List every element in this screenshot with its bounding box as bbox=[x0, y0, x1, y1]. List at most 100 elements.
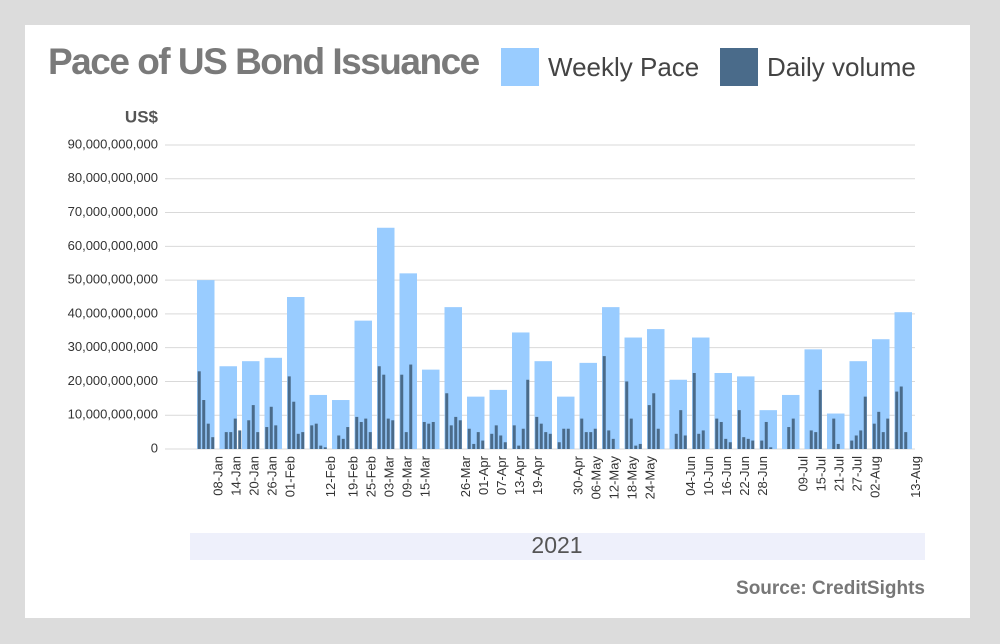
daily-bar bbox=[850, 440, 854, 449]
x-tick-label: 20-Jan bbox=[247, 456, 262, 496]
y-tick-label: 70,000,000,000 bbox=[68, 204, 158, 219]
weekly-bar bbox=[489, 389, 507, 449]
weekly-bar bbox=[264, 357, 282, 449]
daily-bar bbox=[341, 438, 345, 449]
daily-bar bbox=[368, 432, 372, 449]
x-tick-label: 21-Jul bbox=[832, 456, 847, 492]
daily-bar bbox=[521, 428, 525, 449]
daily-bar bbox=[224, 432, 228, 449]
daily-bar bbox=[382, 374, 386, 449]
daily-bar bbox=[647, 405, 651, 449]
daily-bar bbox=[314, 423, 318, 449]
chart-title: Pace of US Bond Issuance bbox=[48, 41, 480, 82]
daily-bar bbox=[611, 438, 615, 449]
daily-bar bbox=[895, 391, 899, 449]
x-tick-label: 19-Feb bbox=[346, 456, 361, 497]
daily-bar bbox=[292, 401, 296, 449]
weekly-bar bbox=[309, 394, 327, 449]
daily-bar bbox=[409, 364, 413, 449]
weekly-bar bbox=[827, 413, 845, 449]
daily-bar bbox=[787, 427, 791, 449]
daily-bar bbox=[310, 425, 314, 449]
daily-bar bbox=[877, 411, 881, 449]
weekly-bar bbox=[399, 273, 417, 449]
y-tick-label: 60,000,000,000 bbox=[68, 238, 158, 253]
daily-bar bbox=[742, 437, 746, 449]
daily-bar bbox=[490, 433, 494, 449]
x-tick-label: 26-Mar bbox=[458, 455, 473, 497]
x-tick-label: 28-Jun bbox=[755, 456, 770, 496]
daily-bar bbox=[499, 435, 503, 449]
weekly-bar bbox=[647, 329, 665, 449]
daily-bar bbox=[584, 432, 588, 449]
daily-bar bbox=[377, 366, 381, 449]
weekly-bar bbox=[467, 396, 485, 449]
daily-bar bbox=[364, 418, 368, 449]
daily-bar bbox=[760, 440, 764, 449]
daily-bar bbox=[256, 432, 260, 449]
daily-bar bbox=[715, 418, 719, 449]
x-tick-label: 16-Jun bbox=[719, 456, 734, 496]
daily-bar bbox=[881, 432, 885, 449]
weekly-bar bbox=[624, 337, 642, 449]
daily-bar bbox=[386, 418, 390, 449]
y-tick-label: 90,000,000,000 bbox=[68, 136, 158, 151]
x-tick-label: 09-Mar bbox=[400, 455, 415, 497]
daily-bar bbox=[607, 430, 611, 449]
x-tick-label: 15-Mar bbox=[418, 455, 433, 497]
weekly-bar bbox=[332, 400, 350, 449]
daily-bar bbox=[602, 356, 606, 449]
daily-bar bbox=[809, 430, 813, 449]
daily-bar bbox=[454, 416, 458, 449]
daily-bar bbox=[526, 379, 530, 449]
y-axis-label: US$ bbox=[125, 107, 159, 126]
daily-bar bbox=[746, 438, 750, 449]
daily-bar bbox=[296, 433, 300, 449]
daily-bar bbox=[301, 432, 305, 449]
weekly-bar bbox=[377, 227, 395, 449]
daily-bar bbox=[431, 421, 435, 449]
daily-bar bbox=[544, 432, 548, 449]
x-tick-label: 18-May bbox=[625, 456, 640, 500]
daily-bar bbox=[535, 416, 539, 449]
weekly-bar bbox=[714, 373, 732, 449]
x-axis-label: 2021 bbox=[531, 532, 582, 558]
x-tick-label: 01-Feb bbox=[283, 456, 298, 497]
daily-bar bbox=[206, 423, 210, 449]
daily-bar bbox=[764, 421, 768, 449]
weekly-bar bbox=[737, 376, 755, 449]
daily-bar bbox=[593, 428, 597, 449]
legend-swatch bbox=[720, 48, 758, 86]
daily-bar bbox=[679, 410, 683, 449]
daily-bar bbox=[517, 445, 521, 449]
x-group-band bbox=[190, 533, 925, 560]
daily-bar bbox=[589, 432, 593, 449]
x-tick-label: 03-Mar bbox=[382, 455, 397, 497]
x-tick-label: 01-Apr bbox=[476, 455, 491, 495]
daily-bar bbox=[445, 393, 449, 449]
daily-bar bbox=[557, 442, 561, 449]
weekly-bar bbox=[557, 396, 575, 449]
x-tick-label: 14-Jan bbox=[229, 456, 244, 496]
daily-bar bbox=[494, 425, 498, 449]
daily-bar bbox=[814, 432, 818, 449]
weekly-bar bbox=[669, 379, 687, 449]
weekly-bar bbox=[692, 337, 710, 449]
x-tick-label: 13-Apr bbox=[512, 455, 527, 495]
x-tick-label: 02-Aug bbox=[868, 456, 883, 498]
daily-bar bbox=[449, 425, 453, 449]
daily-bar bbox=[287, 376, 291, 449]
daily-bar bbox=[274, 425, 278, 449]
x-tick-label: 27-Jul bbox=[850, 456, 865, 492]
x-tick-label: 30-Apr bbox=[571, 455, 586, 495]
daily-bar bbox=[904, 432, 908, 449]
x-tick-label: 24-May bbox=[643, 456, 658, 500]
daily-bar bbox=[548, 433, 552, 449]
daily-bar bbox=[238, 430, 242, 449]
daily-bar bbox=[481, 440, 485, 449]
x-tick-label: 04-Jun bbox=[683, 456, 698, 496]
y-tick-label: 40,000,000,000 bbox=[68, 305, 158, 320]
daily-bar bbox=[854, 435, 858, 449]
legend-label: Daily volume bbox=[767, 52, 916, 82]
